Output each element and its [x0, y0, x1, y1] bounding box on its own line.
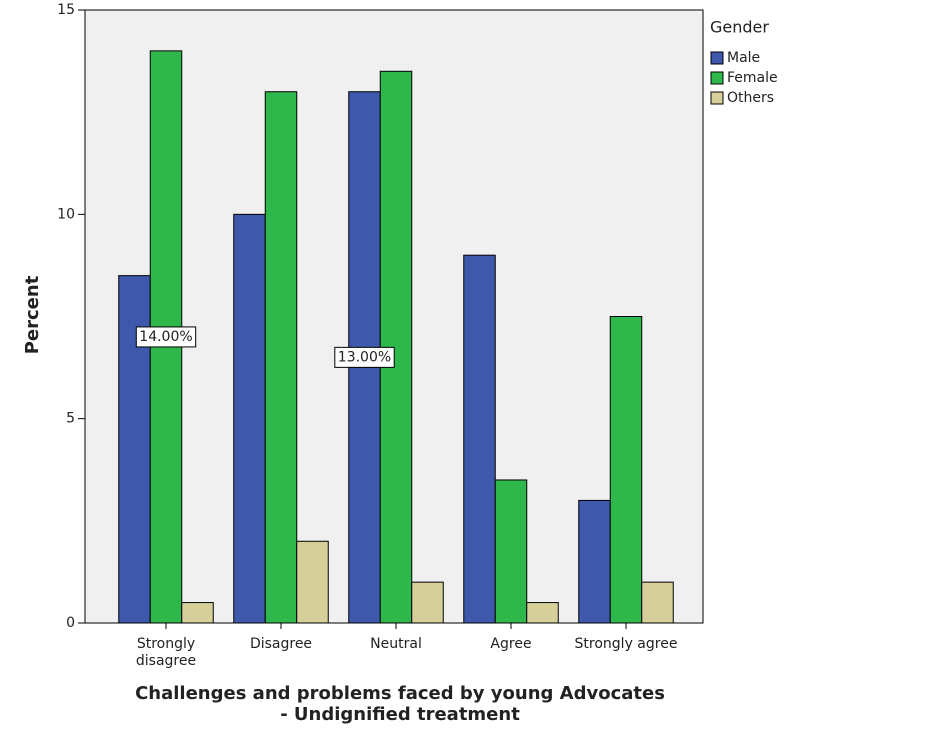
y-tick-label: 0: [66, 615, 75, 631]
data-label-box: [135, 326, 197, 348]
bar: [296, 540, 329, 624]
data-label: 14.00%: [139, 329, 192, 345]
y-tick-label: 15: [57, 2, 75, 18]
data-label: 13.00%: [338, 349, 391, 365]
bar: [494, 479, 528, 624]
legend-swatch: [710, 91, 724, 105]
bar: [233, 213, 266, 624]
legend-swatch: [710, 51, 724, 65]
legend-title: Gender: [710, 18, 769, 37]
data-label-box: [334, 346, 395, 368]
bar: [181, 602, 214, 624]
bar: [641, 581, 674, 624]
legend-swatch: [710, 71, 724, 85]
x-axis-title: Challenges and problems faced by young A…: [135, 683, 665, 725]
bar: [411, 581, 444, 624]
legend-label: Female: [727, 70, 778, 86]
x-tick-label: Neutral: [370, 636, 422, 652]
y-tick-label: 5: [66, 411, 75, 427]
y-tick-label: 10: [57, 206, 75, 222]
bar: [609, 316, 643, 624]
y-axis-title: Percent: [22, 275, 43, 354]
x-tick-label: Strongly agree: [574, 636, 678, 652]
bar: [578, 499, 611, 624]
x-tick-label: Disagree: [249, 636, 313, 652]
x-tick-label: Strongly disagree: [135, 636, 197, 669]
bar: [526, 602, 559, 624]
legend-label: Others: [727, 90, 774, 106]
x-tick-label: Agree: [490, 636, 532, 652]
bar: [463, 254, 496, 624]
legend-label: Male: [727, 50, 760, 66]
bar: [264, 91, 298, 624]
